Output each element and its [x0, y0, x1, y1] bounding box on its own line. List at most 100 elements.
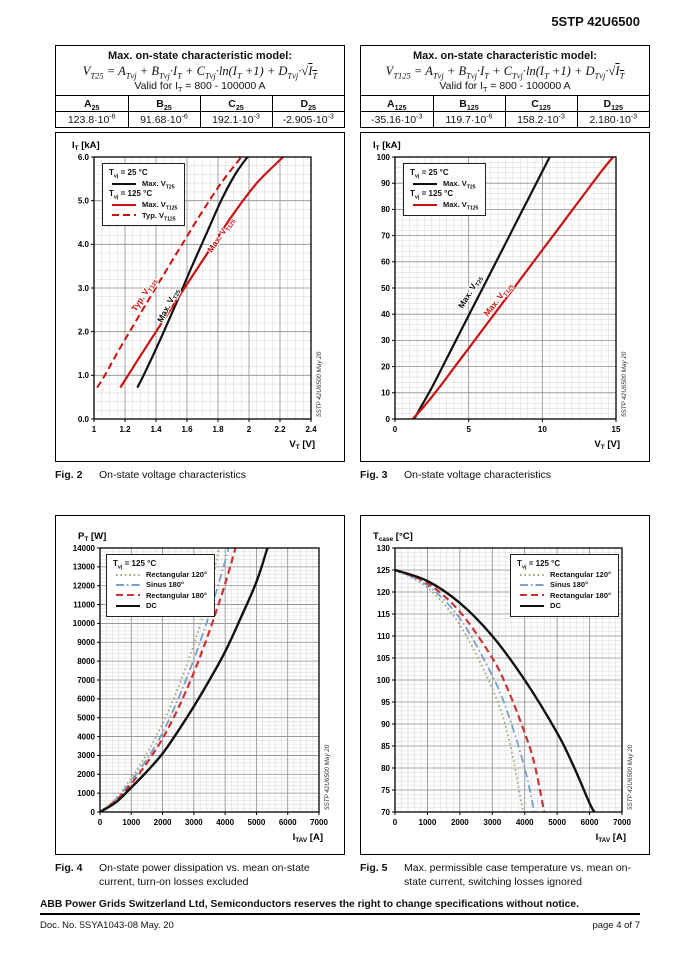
legend-line-sample — [112, 214, 136, 217]
svg-text:2.2: 2.2 — [274, 425, 286, 434]
legend-entry: Max. VT25 — [412, 179, 478, 191]
fig2-xlabel: VT [V] — [289, 439, 315, 451]
svg-text:10000: 10000 — [73, 619, 96, 628]
svg-text:2: 2 — [247, 425, 252, 434]
fig4-series — [100, 548, 269, 812]
fig5-ylabel: Tcase [°C] — [373, 531, 413, 543]
svg-text:3.0: 3.0 — [78, 284, 90, 293]
svg-text:80: 80 — [381, 764, 390, 773]
legend-label: Sinus 180° — [146, 580, 185, 590]
legend-entry: Typ. VT125 — [111, 210, 177, 223]
legend-entry: Rectangular 180° — [115, 591, 207, 600]
fig4-plot: 0 1000 2000 3000 4000 5000 6000 7000 0 1000 2000 30… — [73, 531, 331, 844]
svg-text:90: 90 — [381, 720, 390, 729]
fig4-ylabel: PT [W] — [78, 531, 106, 543]
model-params-table: A25 B25 C25 D25 123.8·10-6 91.68·10-6 19… — [56, 95, 344, 127]
legend-entry: Sinus 180° — [115, 580, 207, 589]
fig2-legend: Tvj = 25 °C Max. VT25 Tvj = 125 °C Max. VT1… — [102, 163, 186, 227]
legend-entry: Max. VT25 — [111, 179, 177, 190]
series-line — [100, 548, 237, 812]
svg-text:90: 90 — [381, 179, 390, 188]
legend-line-sample — [116, 573, 140, 576]
legend-entry: DC — [519, 601, 611, 610]
caption-text: Max. permissible case temperature vs. me… — [404, 862, 632, 888]
figure-fig3: 0 5 10 15 0 10 20 30 40 50 60 70 80 90 100 IT [kA] VT [V… — [360, 132, 650, 462]
svg-text:100: 100 — [377, 676, 391, 685]
legend-entry: Rectangular 120° — [115, 570, 207, 579]
svg-text:100: 100 — [377, 153, 391, 162]
fig2-ylabel: IT [kA] — [72, 140, 100, 152]
legend-line-sample — [520, 573, 545, 576]
svg-text:10: 10 — [381, 389, 390, 398]
fig3-series — [411, 157, 614, 419]
fig2-plot: 1 1.2 1.4 1.6 1.8 2 2.2 2.4 0.0 1.0 2.0 3.0 4.0 5.0 6.… — [72, 140, 323, 451]
caption-label: Fig. 4 — [55, 862, 83, 874]
legend-line-sample — [520, 604, 545, 607]
svg-text:0.0: 0.0 — [78, 415, 90, 424]
param-name: B25 — [127, 95, 200, 112]
svg-text:2.4: 2.4 — [305, 425, 317, 434]
curve-label: Max. VT125 — [482, 280, 517, 320]
fig5-axis-ticks: 0 1000 2000 3000 4000 5000 6000 7000 70 75 80 85 90 9… — [377, 544, 632, 827]
page-title: 5STP 42U6500 — [551, 14, 640, 29]
doc-number: Doc. No. 5SYA1043-08 May. 20 — [40, 920, 174, 931]
legend-line-sample — [520, 584, 545, 587]
svg-text:0: 0 — [393, 818, 398, 827]
svg-text:2000: 2000 — [451, 818, 469, 827]
legend-label: DC — [146, 601, 157, 611]
legend-entry: Sinus 180° — [519, 580, 611, 589]
model-title: Max. on-state characteristic model: — [412, 50, 597, 62]
svg-text:7000: 7000 — [77, 676, 95, 685]
svg-text:13000: 13000 — [73, 563, 96, 572]
param-value: -2.905·10-3 — [271, 111, 344, 127]
svg-text:1000: 1000 — [122, 818, 140, 827]
legend-label: Max. VT25 — [443, 179, 476, 191]
svg-text:6000: 6000 — [581, 818, 599, 827]
svg-text:7000: 7000 — [613, 818, 631, 827]
legend-label: Max. VT125 — [443, 200, 479, 212]
svg-text:1.2: 1.2 — [119, 425, 131, 434]
legend-label: Typ. VT125 — [142, 210, 176, 223]
fig3-chart: 0 5 10 15 0 10 20 30 40 50 60 70 80 90 100 IT [kA] VT [V… — [361, 133, 648, 459]
svg-text:5000: 5000 — [77, 714, 95, 723]
legend-title: Tvj = 125 °C — [113, 559, 157, 571]
page-footer: ABB Power Grids Switzerland Ltd, Semicon… — [40, 899, 640, 931]
fig3-xlabel: VT [V] — [594, 439, 620, 451]
model-valid-range: Valid for IT = 800 - 100000 A — [134, 80, 266, 95]
svg-text:6.0: 6.0 — [78, 153, 90, 162]
series-line — [119, 157, 284, 389]
fig3-grid — [395, 157, 616, 419]
param-value: 91.68·10-6 — [127, 111, 200, 127]
figure-fig2: 1 1.2 1.4 1.6 1.8 2 2.2 2.4 0.0 1.0 2.0 3.0 4.0 5.0 6.… — [55, 132, 345, 462]
series-line — [395, 569, 536, 812]
svg-text:120: 120 — [377, 588, 391, 597]
svg-text:115: 115 — [377, 610, 390, 619]
svg-text:2000: 2000 — [154, 818, 172, 827]
model-formula: VT125 = ATvj + BTvj·IT + CTvj·ln(IT +1) … — [385, 64, 625, 81]
svg-text:1: 1 — [92, 425, 97, 434]
svg-text:70: 70 — [381, 231, 390, 240]
legend-line-sample — [116, 604, 140, 607]
svg-text:130: 130 — [377, 544, 391, 553]
model-box-125: Max. on-state characteristic model: VT12… — [360, 45, 650, 128]
fig5-legend: Tvj = 125 °C Rectangular 120° Sinus 180° Re… — [510, 554, 619, 617]
svg-text:60: 60 — [381, 258, 390, 267]
caption-label: Fig. 2 — [55, 469, 83, 481]
column-fig3: Max. on-state characteristic model: VT12… — [360, 45, 650, 483]
model-params-table: A125 B125 C125 D125 -35.16·10-3 119.7·10… — [361, 95, 649, 127]
series-line — [395, 568, 546, 812]
fig2-side-text: 5STP 42U6500 May 20 — [316, 351, 323, 417]
svg-text:125: 125 — [377, 566, 391, 575]
param-value: 158.2·10-3 — [504, 111, 577, 127]
legend-title: Tvj = 125 °C — [410, 189, 454, 201]
series-line — [411, 157, 614, 419]
model-box-25: Max. on-state characteristic model: VT25… — [55, 45, 345, 128]
svg-text:2000: 2000 — [77, 770, 95, 779]
svg-text:105: 105 — [377, 654, 391, 663]
svg-text:7000: 7000 — [310, 818, 328, 827]
fig5-side-text: 5STP 42U6500 May 20 — [627, 744, 634, 810]
legend-title: Tvj = 25 °C — [109, 168, 148, 180]
fig5-chart: 0 1000 2000 3000 4000 5000 6000 7000 70 75 80 85 90 9… — [361, 516, 648, 852]
svg-text:5.0: 5.0 — [78, 196, 90, 205]
